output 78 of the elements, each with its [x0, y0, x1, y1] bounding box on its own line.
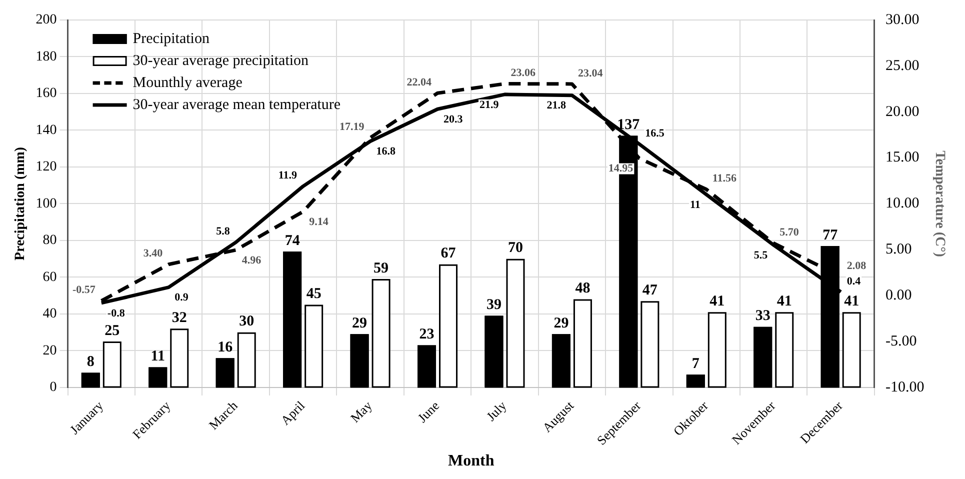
data-label: 22.04: [406, 76, 432, 88]
data-label: 21.9: [479, 98, 500, 111]
data-label: 2.08: [846, 260, 867, 272]
data-label: 41: [710, 294, 725, 310]
data-label: 4.96: [242, 254, 262, 266]
data-label: 5.70: [780, 226, 800, 239]
data-label: 29: [352, 316, 368, 332]
data-label: 39: [486, 297, 502, 314]
data-label: 11: [690, 198, 700, 211]
data-label: 67: [440, 246, 456, 262]
data-label: 0.4: [846, 275, 862, 288]
y2-tick-label: 25.00: [885, 58, 920, 74]
data-label: 77: [822, 227, 838, 244]
data-label: 16.8: [376, 146, 396, 158]
y2-tick-label: -10.00: [885, 379, 924, 396]
data-label: 11.9: [278, 170, 298, 182]
data-label: 21.8: [546, 100, 566, 112]
y2-axis-title: Temperature (C°): [932, 150, 947, 258]
data-label: 16.5: [645, 127, 665, 140]
data-label: -0.57: [72, 284, 96, 296]
legend-label: Precipitation: [132, 30, 210, 47]
data-label: 14.95: [608, 162, 634, 175]
data-label: 7: [692, 356, 700, 372]
y-tick-label: 160: [36, 86, 57, 102]
data-label: 70: [508, 240, 523, 256]
data-label: 59: [374, 260, 389, 276]
y-tick-label: 40: [42, 306, 57, 322]
data-label: 23: [419, 326, 434, 343]
y2-tick-label: 15.00: [885, 150, 920, 166]
data-label: 23.06: [510, 67, 536, 80]
y-tick-label: 140: [36, 122, 57, 138]
data-label: 17.19: [340, 121, 365, 134]
data-label: 0.9: [174, 292, 189, 304]
data-label: 16: [218, 339, 234, 356]
x-tick-label: June: [414, 398, 442, 426]
data-label: 9.14: [309, 216, 329, 228]
data-label: 20.3: [444, 113, 464, 126]
data-label: 41: [776, 294, 792, 310]
data-label: 3.40: [143, 248, 164, 260]
y-tick-label: 180: [36, 49, 57, 64]
data-label: 11: [150, 348, 165, 365]
data-label: 11.56: [712, 172, 738, 185]
legend-label: 30-year average mean temperature: [132, 96, 341, 113]
data-label: 47: [642, 282, 658, 298]
y2-tick-label: -5.00: [885, 333, 917, 350]
data-label: 25: [104, 322, 120, 339]
data-label: 23.04: [578, 67, 604, 80]
y-axis-title: Precipitation (mm): [13, 146, 28, 261]
data-label: 74: [284, 232, 300, 249]
data-label: 29: [554, 316, 569, 332]
data-label: 33: [755, 308, 770, 324]
y-tick-label: 120: [36, 160, 57, 175]
legend-label: Mounthly average: [132, 74, 243, 91]
data-label: -0.8: [107, 307, 126, 320]
y2-tick-label: 5.00: [885, 242, 912, 258]
y2-tick-label: 30.00: [885, 12, 920, 28]
y2-tick-label: 10.00: [885, 196, 920, 212]
data-label: 32: [172, 310, 187, 326]
x-tick-label: July: [483, 398, 510, 424]
data-label: 137: [617, 117, 640, 134]
x-tick-label: May: [347, 398, 376, 426]
y-tick-label: 80: [42, 233, 57, 248]
legend-label: 30-year average precipitation: [132, 52, 310, 69]
y-tick-label: 20: [42, 343, 57, 358]
data-label: 30: [239, 314, 254, 330]
data-label: 5.5: [754, 249, 768, 262]
y-tick-label: 100: [36, 196, 57, 212]
y-tick-label: 200: [36, 12, 57, 28]
data-label: 45: [306, 286, 322, 302]
data-label: 41: [844, 294, 860, 310]
y-tick-label: 60: [42, 270, 57, 285]
data-label: 48: [575, 280, 590, 297]
data-label: 8: [86, 354, 94, 370]
y-tick-label: 0: [50, 380, 57, 396]
y2-tick-label: 20.00: [885, 104, 920, 120]
x-axis-title: Month: [448, 452, 494, 470]
data-label: 5.8: [216, 226, 230, 238]
y2-tick-label: 0.00: [885, 288, 912, 304]
